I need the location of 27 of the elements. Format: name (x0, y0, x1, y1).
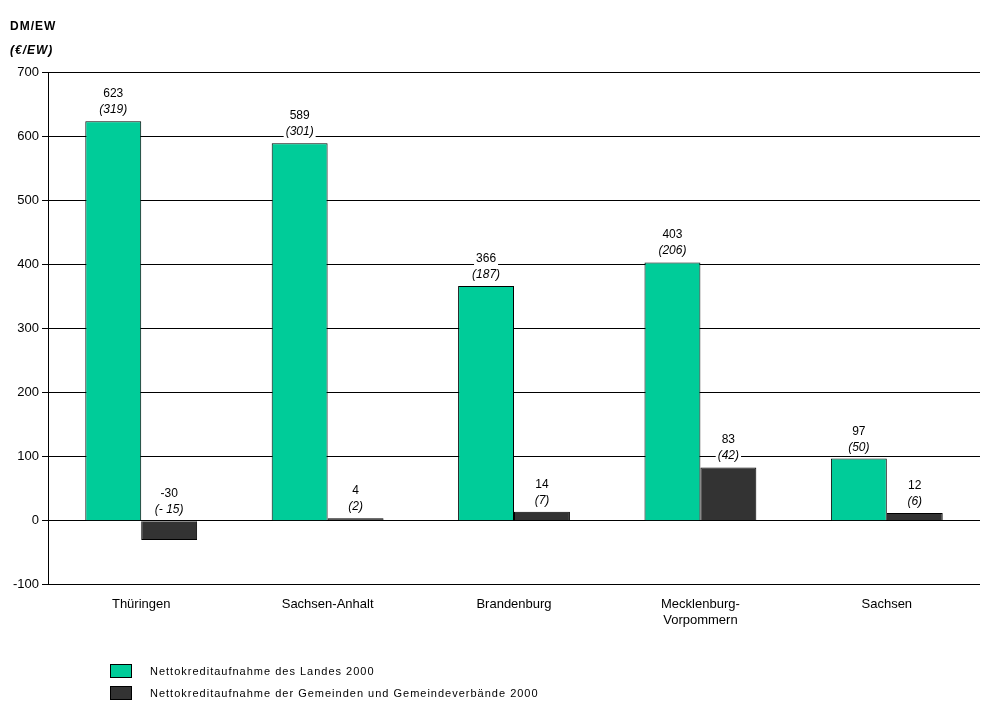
data-label: 97 (50) (848, 423, 870, 454)
data-label: 403 (206) (658, 227, 687, 258)
y-tick-label: 0 (31, 512, 40, 528)
y-tick-label: 300 (17, 319, 40, 335)
x-tick-label: Brandenburg (476, 596, 552, 612)
y-tick-label: 200 (17, 384, 40, 400)
y-tick-label: 400 (17, 255, 40, 271)
x-tick-label: Sachsen (861, 596, 913, 612)
x-tick-label: Mecklenburg-Vorpommern (661, 596, 740, 627)
data-label: 623 (319) (99, 86, 128, 117)
legend-label: Nettokreditaufnahme des Landes 2000 (150, 665, 375, 677)
x-tick-label: Sachsen-Anhalt (281, 596, 374, 612)
data-label: 12 (6) (907, 478, 923, 509)
y-tick-label: -100 (12, 576, 40, 592)
data-label: 4 (2) (348, 483, 363, 514)
data-label: 366 (187) (472, 251, 501, 282)
data-label: -30 (- 15) (154, 486, 184, 517)
y-tick-label: 500 (17, 191, 40, 207)
y-axis-title: DM/EW (€/EW) (10, 18, 57, 59)
data-label: 83 (42) (717, 432, 740, 463)
y-tick-label: 700 (17, 63, 40, 79)
x-tick-label: Thüringen (111, 596, 171, 612)
data-label: 589 (301) (285, 108, 314, 139)
legend-label: Nettokreditaufnahme der Gemeinden und Gemeindeverbände 2000 (150, 687, 539, 699)
y-tick-label: 100 (17, 448, 40, 464)
data-label: 14 (7) (534, 476, 550, 507)
y-tick-label: 600 (17, 127, 40, 143)
